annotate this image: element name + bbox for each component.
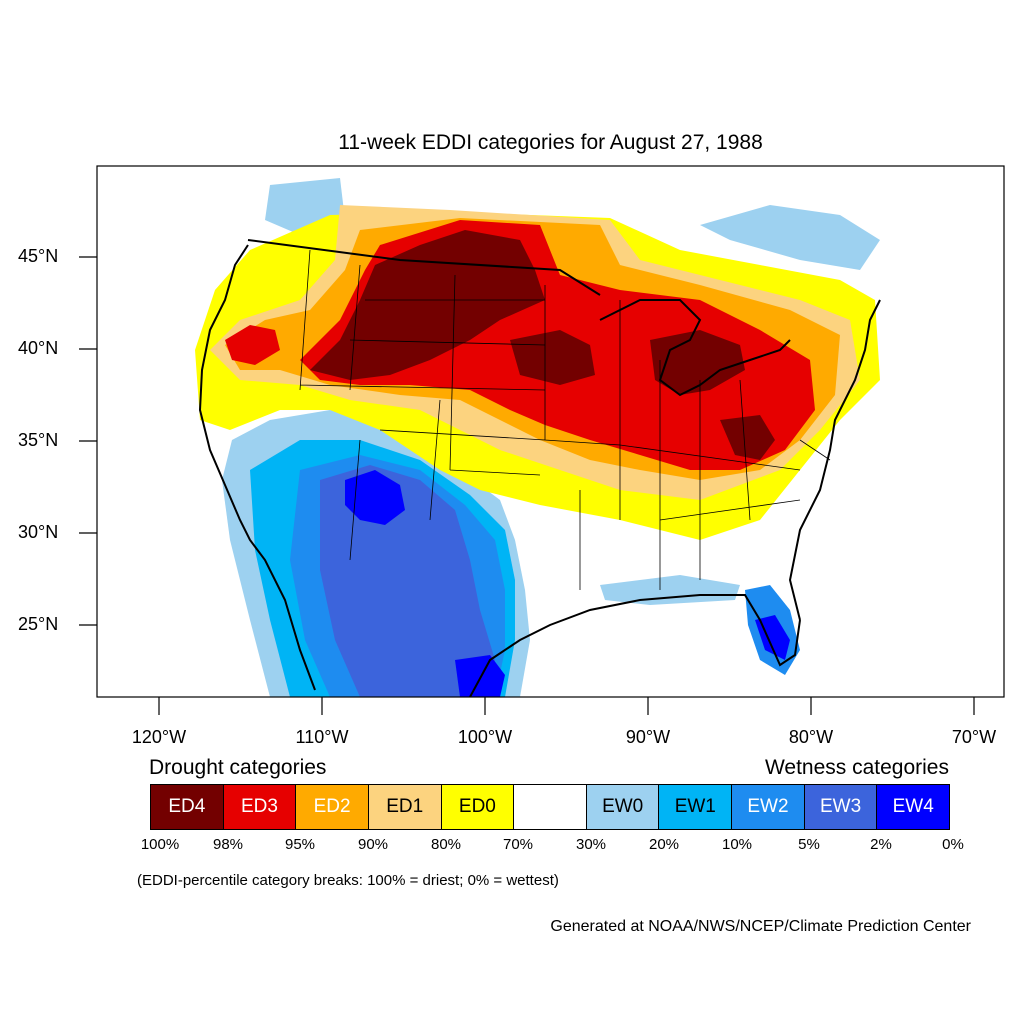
lat-label-30: 30°N [18,522,59,542]
break-label: 5% [798,836,820,853]
legend-swatch-ed4: ED4 [151,785,224,829]
lon-label-80: 80°W [788,727,834,747]
lon-label-70: 70°W [951,727,997,747]
category-break-note: (EDDI-percentile category breaks: 100% =… [137,872,559,889]
lon-label-120: 120°W [131,727,187,747]
break-label: 10% [721,836,753,853]
legend-swatch-ed1: ED1 [368,785,442,829]
break-label: 2% [870,836,892,853]
ed4-region-plains [510,330,595,385]
west-coastline [198,244,316,691]
break-label: 0% [942,836,964,853]
ew4-region-south [455,655,505,697]
map-frame [96,165,1005,698]
wetness-heading: Wetness categories [764,756,949,779]
legend-label: EW0 [602,796,644,817]
category-legend: ED4 ED3 ED2 ED1 ED0 EW0 EW1 EW2 EW3 EW4 [150,784,950,830]
gulf-coastline [469,594,801,697]
legend-label: ED1 [386,796,424,817]
legend-label: ED0 [458,796,496,817]
break-label: 100% [140,836,180,853]
break-label: 90% [357,836,389,853]
ew3-region [320,465,495,697]
lon-label-110: 110°W [295,727,349,747]
legend-swatch-ew3: EW3 [804,785,878,829]
east-coastline [788,299,881,621]
ew-gulf-patch [600,575,740,605]
legend-label: ED3 [240,796,278,817]
legend-label: EW4 [892,796,934,817]
lat-label-40: 40°N [18,338,59,358]
ed4-region-ohio [720,415,775,460]
drought-heading: Drought categories [149,756,327,779]
legend-label: ED4 [168,796,206,817]
legend-swatch-neutral [514,785,587,829]
lat-label-25: 25°N [18,614,59,634]
state-lines [299,249,831,590]
legend-swatch-ed0: ED0 [441,785,515,829]
canada-border [247,239,601,296]
break-label: 98% [212,836,244,853]
map-title: 11-week EDDI categories for August 27, 1… [338,131,763,154]
credit-line: Generated at NOAA/NWS/NCEP/Climate Predi… [550,918,971,935]
ed4-region-lakes [650,330,745,395]
break-label: 95% [284,836,316,853]
lon-label-90: 90°W [625,727,671,747]
ew-northeast-patch [700,205,880,270]
ed-northwest-pocket [225,325,280,365]
legend-swatch-ew0: EW0 [586,785,660,829]
break-label: 70% [502,836,534,853]
legend-swatch-ew1: EW1 [659,785,733,829]
ed4-region [310,230,545,380]
legend-label: EW2 [747,796,789,817]
lat-label-45: 45°N [18,246,59,266]
break-label: 20% [648,836,680,853]
legend-swatch-ew2: EW2 [732,785,805,829]
legend-label: ED2 [313,796,351,817]
legend-label: EW3 [819,796,862,817]
break-label: 30% [575,836,607,853]
legend-label: EW1 [674,796,716,817]
lat-label-35: 35°N [18,430,59,450]
legend-swatch-ew4: EW4 [877,785,950,829]
lon-label-100: 100°W [457,727,513,747]
legend-swatch-ed3: ED3 [223,785,297,829]
ew4-region [345,470,405,525]
break-label: 80% [430,836,462,853]
legend-swatch-ed2: ED2 [296,785,369,829]
